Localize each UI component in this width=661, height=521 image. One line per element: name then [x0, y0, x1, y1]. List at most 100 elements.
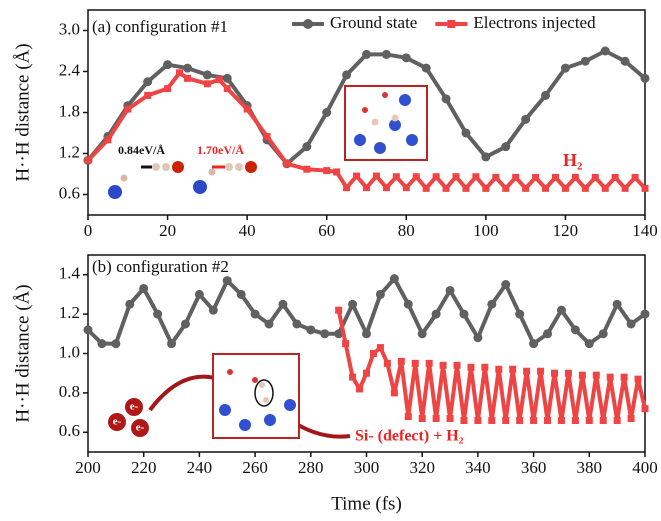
marker	[439, 361, 447, 369]
marker	[278, 299, 288, 309]
marker	[143, 77, 153, 87]
marker	[571, 416, 579, 424]
marker	[144, 91, 152, 99]
marker	[369, 350, 377, 357]
marker	[620, 56, 630, 66]
marker	[482, 184, 490, 192]
marker	[283, 160, 291, 168]
y-tick-label: 1.4	[59, 264, 81, 283]
marker	[537, 367, 545, 375]
y-tick-label: 3.0	[59, 19, 80, 38]
marker	[194, 289, 204, 299]
x-tick-label: 60	[318, 221, 335, 240]
marker	[445, 285, 455, 295]
marker	[488, 416, 496, 424]
marker	[634, 375, 642, 383]
x-tick-label: 380	[577, 458, 603, 477]
marker	[606, 373, 614, 381]
marker	[376, 344, 384, 352]
marker	[640, 73, 650, 83]
marker	[495, 365, 503, 373]
marker	[626, 319, 636, 329]
marker	[263, 132, 271, 140]
y-tick-label: 0.8	[59, 382, 80, 401]
marker	[557, 416, 565, 424]
marker	[611, 173, 619, 181]
x-tick-label: 20	[159, 221, 176, 240]
x-tick-label: 320	[409, 458, 435, 477]
marker	[342, 70, 352, 80]
marker	[542, 184, 550, 192]
electron	[108, 413, 126, 431]
x-tick-label: 240	[187, 458, 213, 477]
marker	[356, 385, 364, 393]
marker	[461, 128, 471, 138]
marker	[481, 152, 491, 162]
marker	[561, 184, 569, 192]
marker	[551, 173, 559, 181]
marker	[599, 416, 607, 424]
x-tick-label: 0	[84, 221, 93, 240]
marker	[512, 173, 520, 181]
x-axis-label: Time (fs)	[331, 493, 402, 514]
marker	[487, 299, 497, 309]
marker	[125, 299, 135, 309]
marker	[215, 76, 223, 84]
marker	[598, 329, 608, 339]
marker	[453, 361, 461, 369]
legend-label: Electrons injected	[473, 13, 596, 32]
marker	[584, 339, 594, 349]
marker	[640, 309, 650, 319]
marker	[180, 319, 190, 329]
marker	[522, 184, 530, 192]
marker	[571, 173, 579, 181]
marker	[203, 80, 211, 88]
marker	[164, 85, 172, 93]
marker	[404, 413, 412, 421]
marker	[532, 173, 540, 181]
marker	[621, 184, 629, 192]
marker	[641, 184, 649, 192]
marker	[631, 173, 639, 181]
marker	[472, 173, 480, 181]
marker	[580, 56, 590, 66]
marker	[460, 416, 468, 424]
y-tick-label: 1.0	[59, 342, 80, 361]
marker	[421, 63, 431, 73]
molecules-a	[108, 161, 257, 199]
marker	[613, 416, 621, 424]
marker	[348, 299, 358, 309]
marker	[515, 309, 525, 319]
x-tick-label: 280	[298, 458, 324, 477]
x-tick-label: 360	[521, 458, 547, 477]
marker	[441, 94, 451, 104]
x-tick-label: 200	[75, 458, 101, 477]
marker	[153, 309, 163, 319]
marker	[492, 173, 500, 181]
y-axis-label: H··H distance (Å)	[12, 43, 33, 181]
marker	[452, 173, 460, 181]
marker	[236, 289, 246, 299]
marker	[418, 415, 426, 423]
y-tick-label: 1.8	[59, 101, 80, 120]
marker	[627, 415, 635, 423]
y-tick-label: 2.4	[59, 60, 81, 79]
x-tick-label: 140	[632, 221, 658, 240]
annotation: 1.70eV/Å	[197, 143, 244, 157]
marker	[425, 359, 433, 367]
annotation: 0.84eV/Å	[118, 143, 165, 157]
marker	[446, 415, 454, 423]
marker	[474, 416, 482, 424]
marker	[202, 70, 212, 80]
electron	[131, 419, 149, 437]
legend-marker	[447, 20, 456, 28]
marker	[322, 108, 332, 117]
marker	[564, 369, 572, 377]
marker	[372, 172, 380, 180]
marker	[250, 309, 260, 319]
marker	[362, 329, 371, 339]
y-tick-label: 1.2	[59, 142, 80, 161]
marker	[392, 173, 400, 181]
annotation: (b) configuration #2	[92, 257, 229, 276]
marker	[556, 305, 566, 315]
